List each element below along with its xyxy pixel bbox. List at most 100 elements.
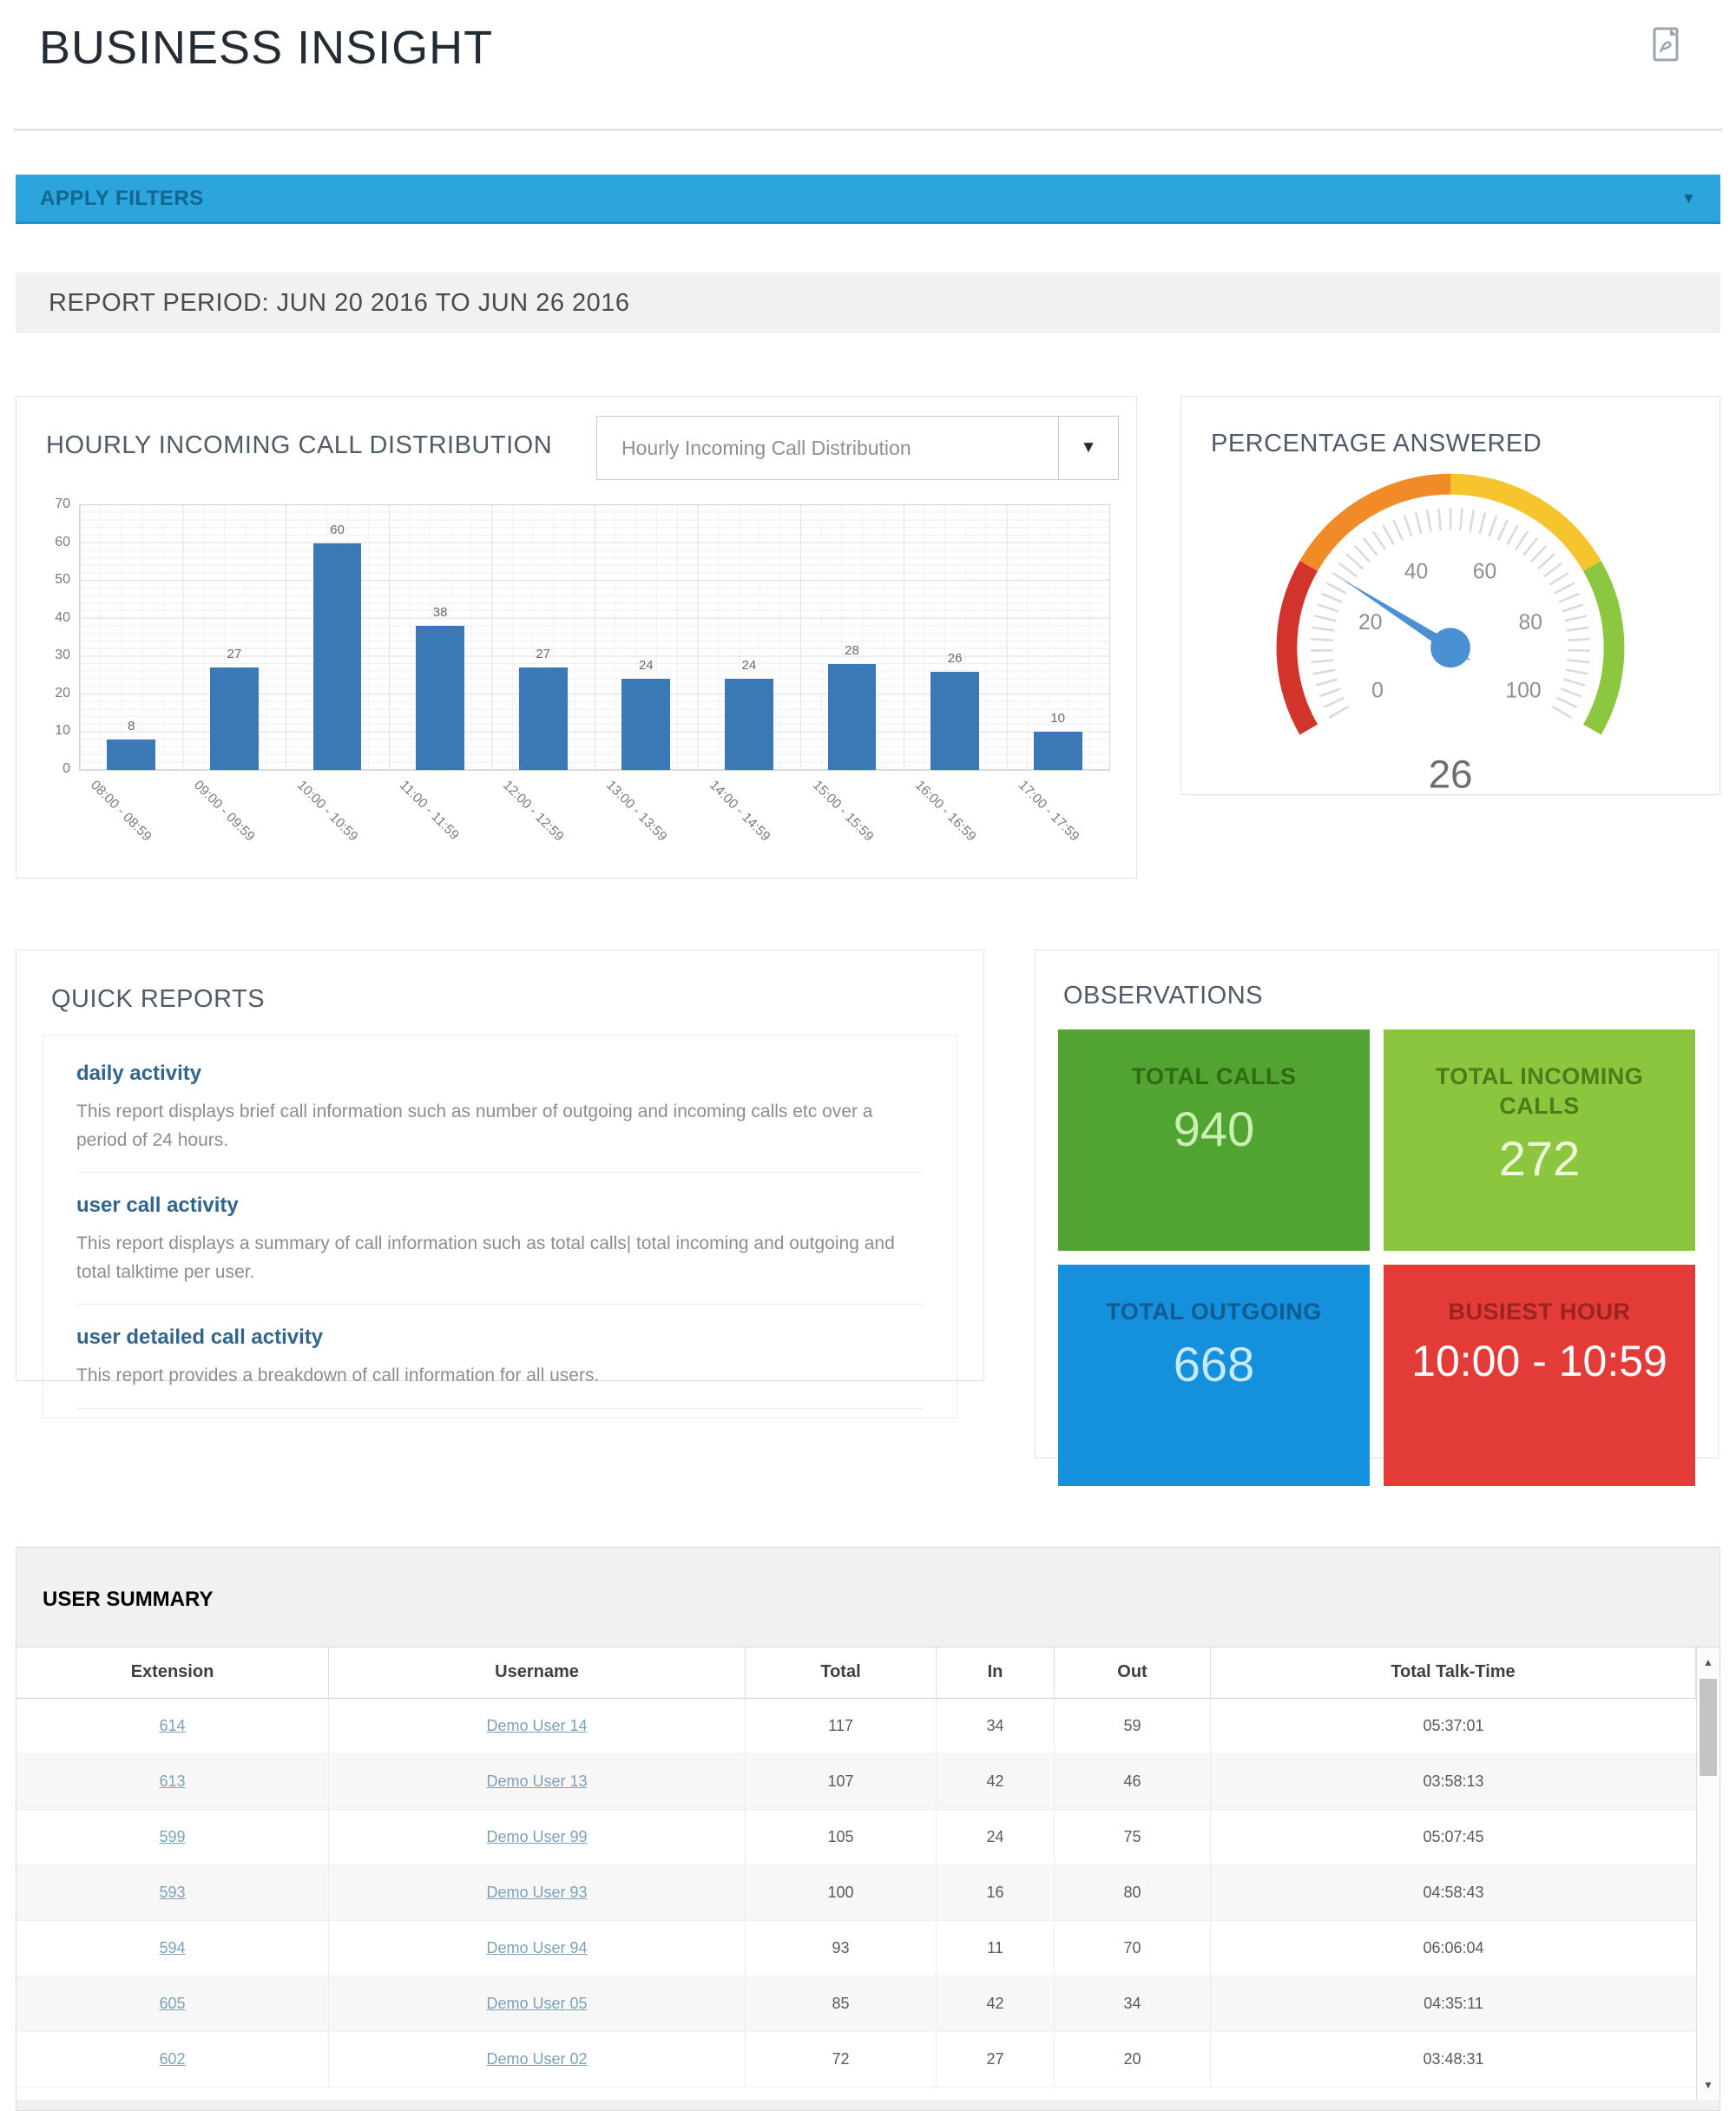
column-header-total-talk-time[interactable]: Total Talk-Time bbox=[1211, 1647, 1696, 1698]
report-period-banner: REPORT PERIOD: JUN 20 2016 TO JUN 26 201… bbox=[16, 273, 1720, 333]
user-call-activity-link[interactable]: user call activity bbox=[76, 1194, 239, 1218]
bar-value-label: 60 bbox=[330, 522, 345, 537]
gauge-tick bbox=[1414, 511, 1423, 535]
table-cell: 59 bbox=[1055, 1698, 1211, 1753]
apply-filters-label: APPLY FILTERS bbox=[40, 186, 204, 210]
gauge-tick bbox=[1478, 511, 1487, 535]
user-detailed-call-activity-link[interactable]: user detailed call activity bbox=[76, 1325, 324, 1350]
gauge-tick bbox=[1323, 696, 1345, 708]
column-header-in[interactable]: In bbox=[937, 1647, 1055, 1698]
daily-activity-description: This report displays brief call informat… bbox=[76, 1102, 873, 1150]
bar-value-label: 24 bbox=[741, 658, 757, 674]
extension-cell: 593 bbox=[16, 1864, 329, 1920]
total-calls-label: TOTAL CALLS bbox=[1131, 1063, 1297, 1089]
gauge-needle-hub bbox=[1430, 628, 1470, 668]
username-link[interactable]: Demo User 13 bbox=[486, 1772, 588, 1790]
column-header-out[interactable]: Out bbox=[1055, 1647, 1211, 1698]
gauge-tick-label: 0 bbox=[1371, 679, 1384, 702]
table-cell: 93 bbox=[746, 1920, 937, 1976]
table-cell: 05:37:01 bbox=[1423, 1716, 1484, 1734]
bar-value-label: 26 bbox=[947, 650, 963, 666]
scrollbar-thumb[interactable] bbox=[1700, 1678, 1717, 1776]
gauge-tick bbox=[1459, 508, 1463, 531]
chart-selector-dropdown[interactable]: Hourly Incoming Call Distribution ▼ bbox=[596, 416, 1119, 480]
apply-filters-bar[interactable]: APPLY FILTERS ▼ bbox=[16, 174, 1720, 224]
x-tick-label: 13:00 - 13:59 bbox=[602, 778, 670, 845]
table-cell: 05:07:45 bbox=[1423, 1827, 1484, 1845]
table-cell: 34 bbox=[1055, 1976, 1211, 2031]
extension-link[interactable]: 602 bbox=[159, 2049, 186, 2068]
gauge-tick bbox=[1565, 668, 1588, 675]
table-row: 614 Demo User 14 117 34 59 05:37:01 bbox=[16, 1698, 1696, 1754]
x-tick-label: 12:00 - 12:59 bbox=[500, 778, 567, 845]
bar-16:00 - 16:59 bbox=[930, 671, 979, 770]
extension-link[interactable]: 605 bbox=[159, 1994, 186, 2012]
y-tick-label: 0 bbox=[62, 761, 70, 776]
gauge-tick-label: 40 bbox=[1404, 560, 1428, 583]
extension-link[interactable]: 594 bbox=[159, 1938, 186, 1956]
table-header-row: Extension Username Total In Out Total Talk-Ti… bbox=[16, 1647, 1696, 1699]
bar-chart-y-axis: 0 10 20 30 40 50 60 70 bbox=[34, 497, 79, 776]
bar-value-label: 24 bbox=[638, 658, 654, 674]
extension-link[interactable]: 613 bbox=[159, 1772, 186, 1790]
gauge-tick-label: 80 bbox=[1519, 611, 1542, 635]
table-scrollbar[interactable]: ▲ ▼ bbox=[1696, 1647, 1720, 2100]
dropdown-selected-value: Hourly Incoming Call Distribution bbox=[621, 436, 911, 459]
extension-link[interactable]: 599 bbox=[159, 1827, 186, 1845]
username-link[interactable]: Demo User 05 bbox=[486, 1994, 588, 2012]
y-tick-label: 20 bbox=[55, 685, 70, 700]
table-cell: 06:06:04 bbox=[1423, 1938, 1484, 1956]
quick-reports-panel: QUICK REPORTS daily activity This report… bbox=[16, 950, 984, 1418]
quick-reports-list: daily activity This report displays brie… bbox=[43, 1035, 957, 1418]
bar-10:00 - 10:59 bbox=[312, 543, 362, 770]
extension-cell: 613 bbox=[16, 1753, 329, 1809]
bar-12:00 - 12:59 bbox=[518, 667, 568, 770]
username-link[interactable]: Demo User 02 bbox=[486, 2049, 588, 2068]
quick-reports-title: QUICK REPORTS bbox=[51, 985, 266, 1013]
gauge-tick bbox=[1558, 592, 1580, 603]
hourly-distribution-panel: HOURLY INCOMING CALL DISTRIBUTION Hourly… bbox=[16, 396, 1137, 878]
table-cell: 117 bbox=[746, 1698, 937, 1753]
extension-cell: 594 bbox=[16, 1920, 329, 1976]
daily-activity-link[interactable]: daily activity bbox=[76, 1062, 202, 1085]
gauge-tick bbox=[1496, 519, 1509, 541]
username-link[interactable]: Demo User 93 bbox=[486, 1883, 588, 1901]
gauge-tick bbox=[1567, 659, 1590, 664]
username-cell: Demo User 05 bbox=[329, 1976, 746, 2031]
extension-link[interactable]: 614 bbox=[159, 1716, 186, 1734]
gauge-tick bbox=[1425, 510, 1432, 532]
scroll-down-icon[interactable]: ▼ bbox=[1703, 2078, 1713, 2091]
gauge-tick bbox=[1362, 537, 1378, 556]
table-cell: 46 bbox=[1055, 1753, 1211, 1809]
pdf-export-icon[interactable] bbox=[1651, 26, 1686, 64]
username-link[interactable]: Demo User 94 bbox=[486, 1938, 588, 1956]
gauge-tick-label: 60 bbox=[1473, 560, 1496, 583]
y-tick-label: 70 bbox=[55, 497, 70, 511]
table-cell: 11 bbox=[937, 1920, 1055, 1976]
bar-chart: 0 10 20 30 40 50 60 70 8 27 60 38 27 24 24 28 26 10 08:0… bbox=[34, 497, 1119, 885]
chevron-down-icon: ▼ bbox=[1681, 189, 1696, 207]
gauge-tick bbox=[1325, 582, 1347, 595]
username-link[interactable]: Demo User 99 bbox=[486, 1827, 588, 1845]
y-tick-label: 30 bbox=[55, 648, 70, 663]
total-outgoing-label: TOTAL OUTGOING bbox=[1106, 1299, 1322, 1325]
username-link[interactable]: Demo User 14 bbox=[486, 1716, 588, 1734]
column-header-username[interactable]: Username bbox=[329, 1647, 746, 1698]
bar-value-label: 10 bbox=[1050, 711, 1066, 727]
quick-report-item-user-call-activity: user call activity This report displays … bbox=[76, 1173, 924, 1305]
user-call-activity-description: This report displays a summary of call i… bbox=[76, 1233, 895, 1282]
x-tick-label: 08:00 - 08:59 bbox=[87, 778, 155, 845]
gauge-tick bbox=[1536, 553, 1555, 570]
bar-value-label: 28 bbox=[845, 643, 859, 658]
column-header-extension[interactable]: Extension bbox=[16, 1647, 329, 1698]
gauge-segment bbox=[1450, 473, 1601, 572]
column-header-total[interactable]: Total bbox=[746, 1647, 937, 1698]
gauge-tick bbox=[1318, 687, 1341, 698]
extension-link[interactable]: 593 bbox=[159, 1883, 186, 1901]
scroll-up-icon[interactable]: ▲ bbox=[1703, 1655, 1713, 1668]
observation-tiles: TOTAL CALLS 940 TOTAL INCOMING CALLS 272… bbox=[1058, 1029, 1695, 1486]
quick-report-item-daily-activity: daily activity This report displays brie… bbox=[76, 1041, 924, 1174]
x-tick-label: 17:00 - 17:59 bbox=[1016, 778, 1082, 845]
gauge-tick bbox=[1560, 687, 1582, 698]
table-cell: 42 bbox=[937, 1976, 1055, 2031]
